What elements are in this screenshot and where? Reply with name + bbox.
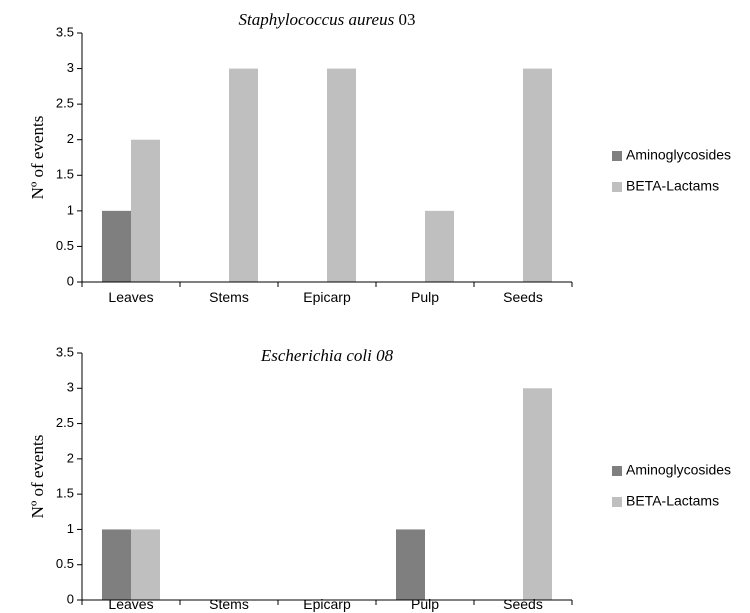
bar-leaves-beta-lactams: [131, 529, 160, 600]
y-tick-label: 3.5: [56, 344, 74, 359]
chart-title: Escherichia coli 08: [260, 346, 394, 365]
y-tick-label: 0.5: [56, 238, 74, 253]
bar-stems-beta-lactams: [229, 68, 258, 282]
bar-leaves-aminoglycosides: [102, 210, 131, 282]
x-tick-label: Leaves: [108, 289, 153, 305]
x-tick-label: Leaves: [108, 596, 153, 612]
x-tick-label: Stems: [209, 596, 249, 612]
x-tick-label: Seeds: [503, 289, 543, 305]
y-tick-label: 0: [67, 591, 74, 606]
x-tick-label: Stems: [209, 289, 249, 305]
y-axis-title: Nº of events: [28, 435, 47, 519]
legend-label: Aminoglycosides: [626, 147, 731, 163]
bar-pulp-aminoglycosides: [396, 529, 425, 600]
bar-leaves-aminoglycosides: [102, 529, 131, 600]
y-tick-label: 0.5: [56, 556, 74, 571]
bar-pulp-beta-lactams: [425, 210, 454, 282]
x-tick-label: Epicarp: [303, 596, 351, 612]
chart-2: 0 0.5 1 1.5 2 2.5 3 3.5 Leaves Stems Epicarp Pulp Se…: [28, 344, 731, 612]
legend-label: BETA-Lactams: [626, 493, 719, 509]
y-tick-label: 2.5: [56, 415, 74, 430]
x-tick-label: Epicarp: [303, 289, 351, 305]
y-tick-label: 3: [67, 60, 74, 75]
y-tick-label: 3: [67, 380, 74, 395]
y-tick-label: 3.5: [56, 24, 74, 39]
legend-label: Aminoglycosides: [626, 462, 731, 478]
y-tick-label: 1.5: [56, 167, 74, 182]
legend-swatch: [612, 151, 622, 161]
x-tick-label: Seeds: [503, 596, 543, 612]
legend-swatch: [612, 182, 622, 192]
y-axis-title: Nº of events: [28, 116, 47, 200]
legend-swatch: [612, 497, 622, 507]
bar-seeds-beta-lactams: [523, 388, 552, 600]
y-tick-label: 1.5: [56, 486, 74, 501]
x-tick-label: Pulp: [411, 289, 439, 305]
bar-epicarp-beta-lactams: [327, 68, 356, 282]
bar-seeds-beta-lactams: [523, 68, 552, 282]
chart-title: Staphylococcus aureus 03: [239, 10, 416, 29]
y-tick-label: 1: [67, 202, 74, 217]
legend-swatch: [612, 466, 622, 476]
y-tick-label: 2: [67, 131, 74, 146]
bar-leaves-beta-lactams: [131, 139, 160, 282]
x-tick-label: Pulp: [411, 596, 439, 612]
y-tick-label: 2: [67, 450, 74, 465]
y-tick-label: 0: [67, 273, 74, 288]
y-tick-label: 1: [67, 521, 74, 536]
y-tick-label: 2.5: [56, 96, 74, 111]
chart-1: 0 0.5 1 1.5 2 2.5 3 3.5 Leaves Stems Epicarp Pulp Se…: [28, 10, 731, 305]
legend-label: BETA-Lactams: [626, 178, 719, 194]
